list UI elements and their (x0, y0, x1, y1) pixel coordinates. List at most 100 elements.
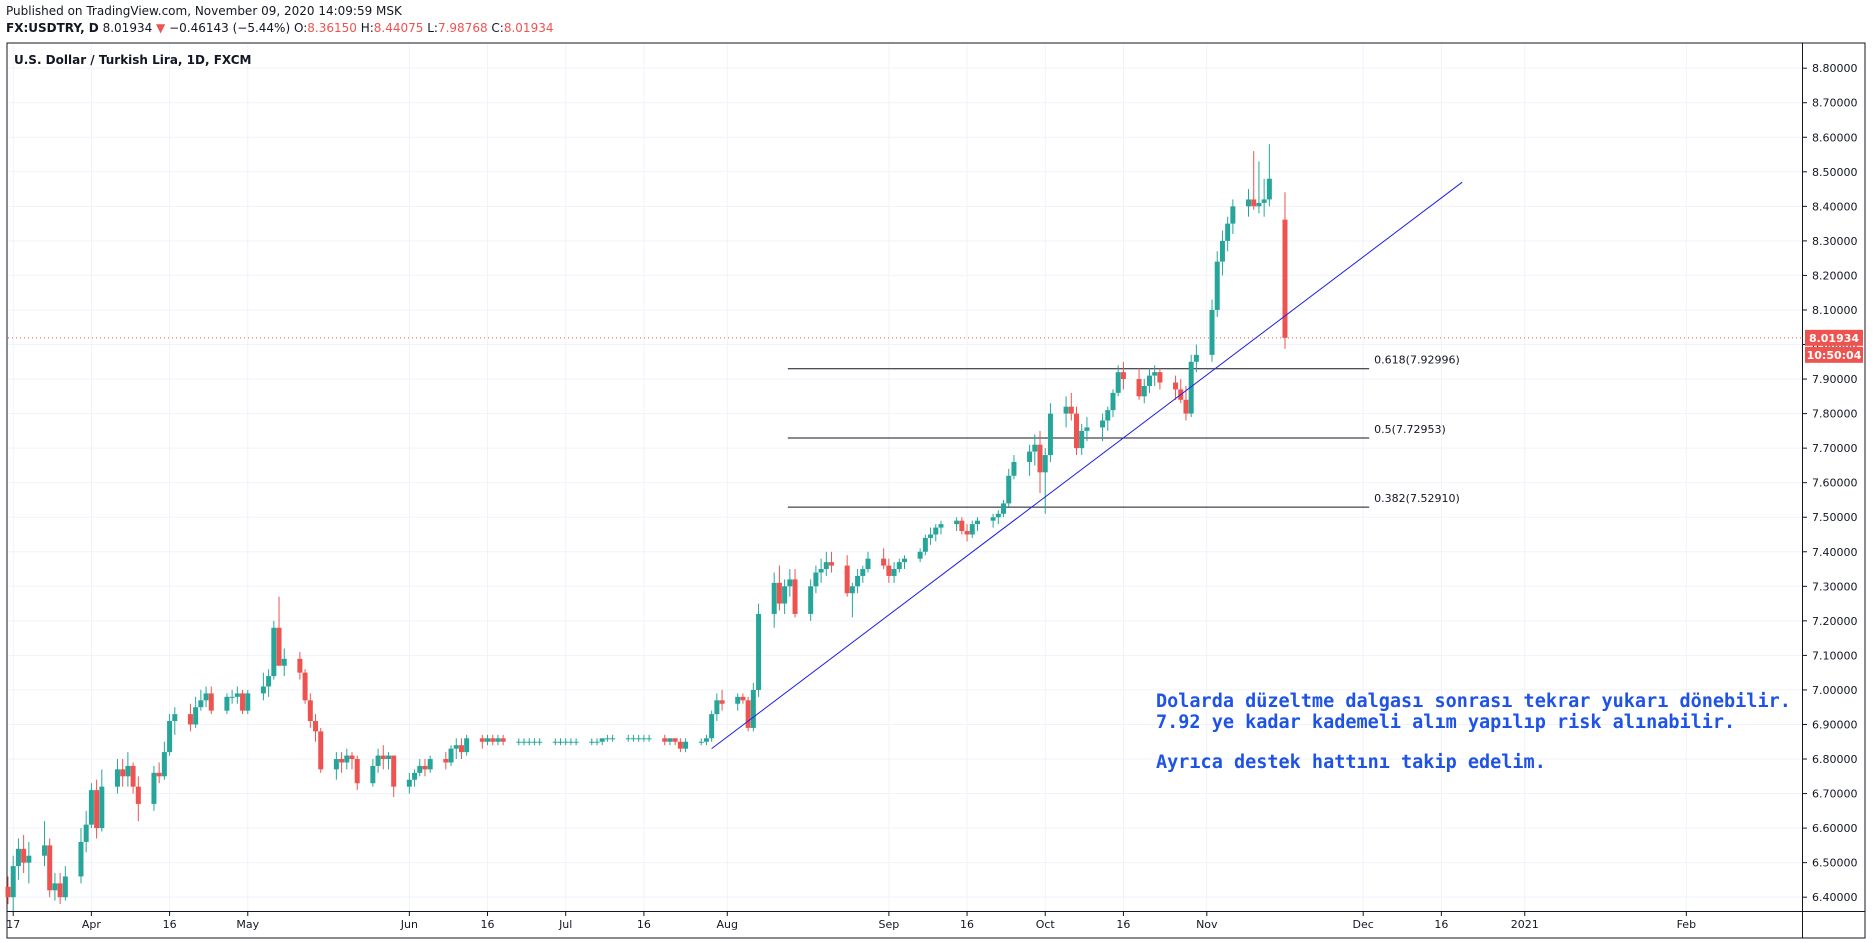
candle-body (662, 738, 668, 742)
candle-body (886, 565, 892, 576)
candle-body (1115, 372, 1121, 393)
candle (448, 745, 454, 766)
x-tick-label: Sep (878, 918, 899, 931)
candle (333, 752, 339, 780)
candle (1219, 230, 1225, 276)
candle-body (10, 866, 16, 898)
candle (281, 648, 287, 677)
candle (114, 759, 120, 794)
x-tick-label: 16 (481, 918, 495, 931)
candle-body (198, 700, 204, 708)
annotation-text[interactable]: Dolarda düzeltme dalgası sonrası tekrar … (1156, 691, 1791, 773)
candle (125, 752, 131, 787)
candle-body (1011, 461, 1017, 476)
chart-title: U.S. Dollar / Turkish Lira, 1D, FXCM (14, 53, 251, 67)
candle (974, 517, 980, 532)
candle (266, 669, 272, 697)
candle (745, 696, 751, 732)
y-tick-label: 7.50000 (1812, 511, 1858, 524)
time-axis[interactable]: 17 Apr 16 May Jun 16 Jul 16 Aug Sep 16 Oct 16 Nov Dec 1… (6, 911, 1696, 931)
candle-body (1261, 199, 1267, 203)
candle-body (1256, 202, 1262, 207)
candle-body (537, 741, 543, 743)
candle (855, 569, 861, 594)
y-tick-label: 8.30000 (1812, 235, 1858, 248)
symbol-interval: FX:USDTRY, D (6, 21, 99, 35)
candle-body (208, 693, 214, 711)
candle (490, 734, 496, 746)
candle (521, 738, 527, 746)
candle (1100, 413, 1106, 442)
x-tick-label: Feb (1677, 918, 1696, 931)
candle (1157, 368, 1163, 390)
x-tick-label: 17 (6, 918, 20, 931)
candle (1209, 299, 1215, 362)
ohlc-legend: FX:USDTRY, D 8.01934 ▼ −0.46143 (−5.44%)… (6, 21, 553, 35)
candle (902, 555, 907, 570)
candle-body (891, 569, 897, 576)
candle (57, 873, 63, 905)
candle (479, 734, 485, 749)
y-tick-label: 6.50000 (1812, 857, 1858, 870)
candle (537, 738, 543, 746)
candle (750, 683, 756, 732)
candle (297, 651, 303, 680)
candle-body (709, 714, 715, 739)
price-axis[interactable]: 8.80000 8.70000 8.60000 8.50000 8.40000 8.300… (1802, 62, 1858, 904)
y-tick-label: 6.80000 (1812, 753, 1858, 766)
candle-body (406, 779, 412, 787)
candle (135, 776, 141, 822)
candle (391, 755, 397, 798)
y-tick-label: 7.10000 (1812, 649, 1858, 662)
annotation-line-4: Ayrıca destek hattını takip edelim. (1156, 752, 1546, 773)
candle-body (15, 848, 21, 867)
candle-body (860, 569, 866, 576)
candle (167, 714, 173, 756)
candle (94, 779, 100, 839)
candle (1261, 178, 1267, 217)
candle-body (1266, 178, 1272, 200)
candle-body (1074, 413, 1080, 449)
candle (62, 866, 68, 901)
candle (193, 696, 199, 728)
candle (990, 513, 996, 528)
candle (354, 755, 360, 791)
candle (829, 551, 835, 573)
candle-body (417, 765, 423, 773)
candle (818, 558, 824, 583)
x-tick-label: 2021 (1511, 918, 1539, 931)
candle (896, 558, 902, 573)
candle-body (333, 759, 339, 770)
candle (787, 569, 793, 597)
candle (130, 762, 136, 794)
candle (406, 772, 412, 794)
candle-body (990, 517, 996, 521)
candle (531, 738, 537, 746)
candle (792, 569, 798, 618)
candle (1152, 365, 1158, 386)
candle (26, 841, 32, 884)
candle-body (1105, 410, 1111, 421)
candle-body (1001, 503, 1007, 514)
candle (589, 738, 595, 746)
candle (662, 734, 668, 746)
fib-level-label: 0.618(7.92996) (1374, 354, 1460, 367)
x-tick-label: Aug (717, 918, 738, 931)
y-tick-label: 7.30000 (1812, 580, 1858, 593)
candle-body (1193, 354, 1199, 362)
candle-body (829, 562, 835, 566)
y-tick-label: 7.00000 (1812, 684, 1858, 697)
support-trendline[interactable] (711, 181, 1463, 750)
candle (928, 527, 934, 545)
candle (1047, 403, 1053, 462)
y-tick-label: 6.90000 (1812, 718, 1858, 731)
candle-body (495, 738, 501, 742)
open-value: 8.36150 (307, 21, 357, 35)
candle-body (865, 558, 871, 570)
candle-body (1063, 406, 1069, 414)
candle-body (78, 841, 84, 877)
candle (417, 759, 423, 777)
candle-body (855, 575, 861, 587)
candle-body (667, 738, 673, 742)
